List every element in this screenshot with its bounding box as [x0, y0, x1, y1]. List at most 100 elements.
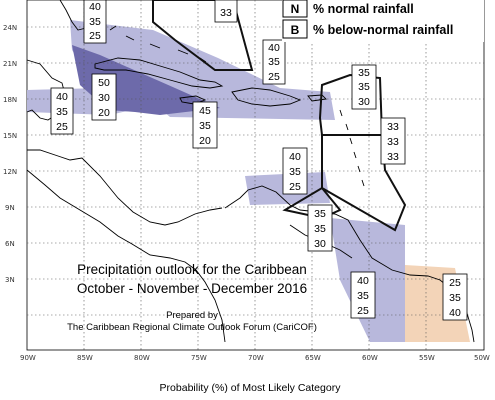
- lon-tick-label: 75W: [191, 354, 207, 362]
- prob-box-frame: [262, 39, 286, 85]
- lesser-antilles-coast: [339, 109, 365, 187]
- prob-box-frame: [351, 64, 377, 110]
- prob-value: 35: [268, 56, 280, 68]
- lon-tick-label: 70W: [248, 354, 264, 362]
- legend-key-letter: B: [291, 23, 300, 37]
- prob-value: 35: [289, 166, 301, 178]
- prob-value: 35: [314, 223, 326, 235]
- prob-box-frame: [307, 204, 333, 252]
- prob-box-trinidad-guyana: 35 35 30: [307, 204, 333, 252]
- prob-box-jamaica-haiti: 45 35 20: [192, 101, 218, 149]
- prob-box-suriname: 25 35 40: [442, 273, 468, 321]
- prepared-by-line1: Prepared by: [166, 310, 218, 321]
- lon-tick-label: 90W: [20, 354, 36, 362]
- bahamas-coast: [109, 25, 207, 63]
- prob-value: 50: [98, 77, 110, 89]
- prepared-by-line2: The Caribbean Regional Climate Outlook F…: [67, 322, 317, 333]
- legend-label-normal: % normal rainfall: [313, 2, 414, 16]
- hispaniola-coast: [231, 87, 302, 107]
- lat-tick-label: 6N: [5, 240, 15, 248]
- prob-value: 40: [268, 42, 280, 54]
- prob-value: 33: [220, 7, 232, 19]
- lon-tick-label: 50W: [474, 354, 490, 362]
- lat-tick-label: 18N: [3, 96, 17, 104]
- prob-value: 25: [89, 30, 101, 42]
- map-title-line2: October - November - December 2016: [77, 281, 307, 296]
- prob-box-cuba-west: 50 30 20: [91, 73, 117, 121]
- prob-value: 40: [289, 151, 301, 163]
- map-title-line1: Precipitation outlook for the Caribbean: [77, 262, 307, 277]
- lon-tick-label: 85W: [77, 354, 93, 362]
- legend: N % normal rainfall B % below-normal rai…: [282, 0, 484, 42]
- prob-value: 20: [98, 107, 110, 119]
- central-america-coast: [27, 149, 223, 226]
- prob-value: 45: [199, 105, 211, 117]
- probability-boxes: 35 33 40 35 25 40 35 25 50 30 20 40 35 2…: [50, 0, 468, 321]
- prob-box-central-america-north: 40 35 25: [50, 87, 74, 135]
- prob-value: 25: [56, 121, 68, 133]
- prob-value: 25: [449, 277, 461, 289]
- prob-value: 35: [358, 67, 370, 79]
- prob-box-cuba-east: 40 35 25: [262, 39, 286, 85]
- lon-tick-label: 55W: [419, 354, 435, 362]
- prob-box-frame: [350, 271, 376, 319]
- prob-value: 40: [89, 1, 101, 13]
- pacific-coast: [26, 169, 226, 343]
- prob-value: 30: [358, 96, 370, 108]
- prob-value: 25: [357, 305, 369, 317]
- puerto-rico-coast: [307, 94, 327, 102]
- prob-value: 25: [289, 181, 301, 193]
- prob-box-abc-islands: 40 35 25: [282, 147, 308, 195]
- prob-value: 35: [357, 290, 369, 302]
- lon-tick-label: 80W: [134, 354, 150, 362]
- prob-value: 30: [314, 238, 326, 250]
- prob-box-top-left: 40 35 25: [83, 0, 107, 44]
- lat-tick-label: 24N: [3, 24, 17, 32]
- prob-box-frame: [83, 0, 107, 44]
- prob-value: 33: [387, 136, 399, 148]
- prob-box-frame: [380, 117, 406, 165]
- prob-box-frame: [442, 273, 468, 321]
- longitude-ticks: 90W 85W 80W 75W 70W 65W 60W 55W 50W: [20, 354, 490, 362]
- prob-value: 35: [220, 0, 232, 1]
- prob-value: 40: [357, 275, 369, 287]
- prob-box-guyana-south: 40 35 25: [350, 271, 376, 319]
- prob-box-frame: [192, 101, 218, 149]
- lat-tick-label: 9N: [5, 204, 15, 212]
- lon-tick-label: 65W: [305, 354, 321, 362]
- prob-box-windward-islands: 33 33 33: [380, 117, 406, 165]
- lat-tick-label: 12N: [3, 168, 17, 176]
- lat-tick-label: 3N: [5, 276, 15, 284]
- probability-caption: Probability (%) of Most Likely Category: [160, 382, 342, 394]
- legend-key-letter: N: [291, 2, 300, 16]
- prob-value: 35: [199, 120, 211, 132]
- prob-box-leeward-islands: 35 35 30: [351, 64, 377, 110]
- legend-background: [282, 0, 484, 42]
- legend-key-frame: [282, 19, 308, 39]
- prob-value: 40: [449, 307, 461, 319]
- prob-value: 33: [387, 121, 399, 133]
- prob-value: 35: [449, 292, 461, 304]
- prob-value: 40: [56, 91, 68, 103]
- prob-value: 35: [358, 81, 370, 93]
- lon-tick-label: 60W: [362, 354, 378, 362]
- legend-key-frame: [282, 0, 308, 18]
- zone-bahamas: [152, 0, 254, 71]
- latitude-ticks: 24N 21N 18N 15N 12N 9N 6N 3N: [3, 24, 17, 284]
- legend-label-below: % below-normal rainfall: [313, 23, 453, 37]
- prob-value: 33: [387, 151, 399, 163]
- prob-box-frame: [282, 147, 308, 195]
- prob-value: 35: [314, 208, 326, 220]
- prob-box-frame: [50, 87, 74, 135]
- lat-tick-label: 15N: [3, 132, 17, 140]
- lat-tick-label: 21N: [3, 60, 17, 68]
- prob-value: 35: [56, 106, 68, 118]
- prob-box-frame: [91, 73, 117, 121]
- legend-key-below: B: [282, 19, 308, 39]
- prob-box-frame: [214, 0, 238, 23]
- prob-value: 25: [268, 71, 280, 83]
- prob-value: 35: [89, 16, 101, 28]
- legend-key-normal: N: [282, 0, 308, 18]
- prob-value: 20: [199, 135, 211, 147]
